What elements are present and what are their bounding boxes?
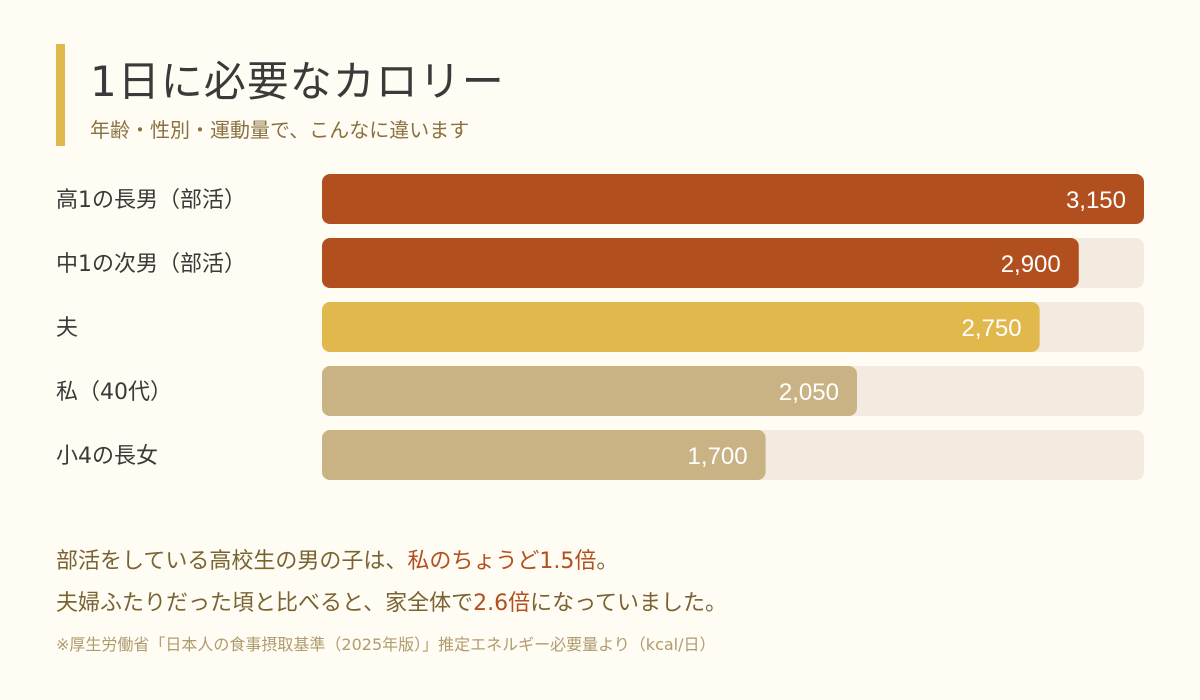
category-label: 私（40代） bbox=[56, 380, 172, 405]
note-line-1-end: 。 bbox=[596, 549, 619, 574]
note-line-1-highlight: 私のちょうど1.5倍 bbox=[407, 549, 597, 574]
category-label: 小4の長女 bbox=[56, 444, 158, 469]
bar bbox=[322, 238, 1079, 288]
bar bbox=[322, 302, 1040, 352]
value-label: 3,150 bbox=[1066, 187, 1126, 214]
note-line-2-highlight: 2.6倍 bbox=[473, 591, 531, 616]
category-label: 夫 bbox=[56, 316, 78, 341]
note-line-2-end: になっていました。 bbox=[530, 591, 728, 616]
value-label: 2,900 bbox=[1001, 251, 1061, 278]
category-label: 中1の次男（部活） bbox=[56, 252, 246, 277]
value-label: 2,750 bbox=[962, 315, 1022, 342]
bar bbox=[322, 366, 857, 416]
value-label: 2,050 bbox=[779, 379, 839, 406]
page-subtitle: 年齢・性別・運動量で、こんなに違います bbox=[90, 118, 470, 142]
note-line-1: 部活をしている高校生の男の子は、私のちょうど1.5倍。 bbox=[56, 543, 618, 575]
bar bbox=[322, 430, 766, 480]
source-note: ※厚生労働省「日本人の食事摂取基準（2025年版）」推定エネルギー必要量より（k… bbox=[56, 635, 716, 654]
note-line-2-text: 夫婦ふたりだった頃と比べると、家全体で bbox=[56, 591, 474, 616]
bar bbox=[322, 174, 1144, 224]
note-line-2: 夫婦ふたりだった頃と比べると、家全体で2.6倍になっていました。 bbox=[56, 585, 727, 617]
page-title: 1日に必要なカロリー bbox=[90, 57, 505, 106]
category-label: 高1の長男（部活） bbox=[56, 188, 246, 213]
title-accent-bar bbox=[56, 44, 65, 146]
note-line-1-text: 部活をしている高校生の男の子は、 bbox=[56, 549, 408, 574]
value-label: 1,700 bbox=[688, 443, 748, 470]
